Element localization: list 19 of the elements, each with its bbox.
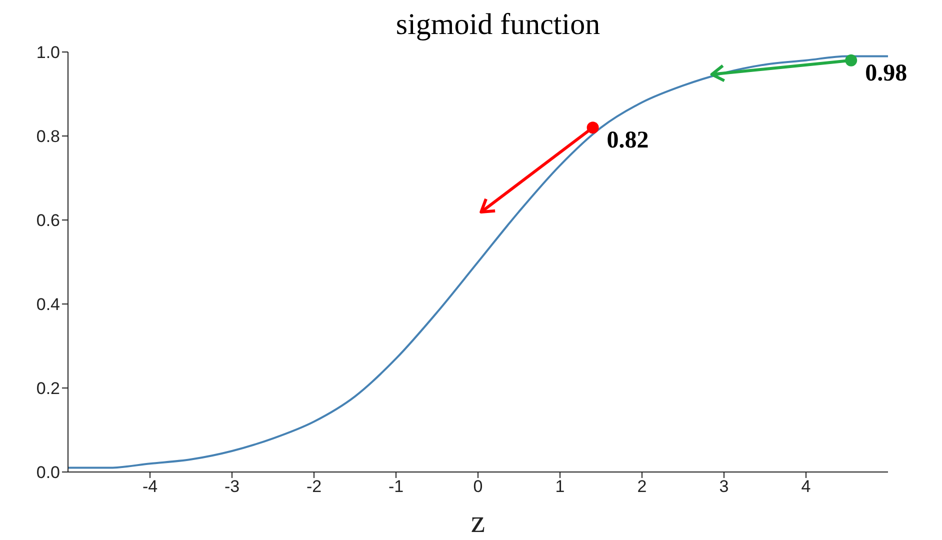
x-axis-title: z [470,503,486,539]
y-tick-label: 0.2 [36,379,60,398]
x-tick-label: 1 [555,477,565,496]
x-tick-label: 2 [637,477,647,496]
y-tick-label: 1.0 [36,43,60,62]
y-tick-label: 0.8 [36,127,60,146]
x-tick-label: -1 [388,477,404,496]
y-tick-label: 0.4 [36,295,60,314]
x-tick-label: 4 [801,477,811,496]
y-tick-label: 0.6 [36,211,60,230]
x-tick-label: 3 [719,477,729,496]
x-tick-label: 0 [473,477,483,496]
y-tick-label: 0.0 [36,463,60,482]
chart-title: sigmoid function [394,8,602,42]
x-tick-label: -3 [224,477,240,496]
x-tick-label: -4 [142,477,158,496]
data-label: 0.82 [606,128,649,154]
data-label: 0.98 [865,60,908,86]
x-tick-label: -2 [306,477,322,496]
